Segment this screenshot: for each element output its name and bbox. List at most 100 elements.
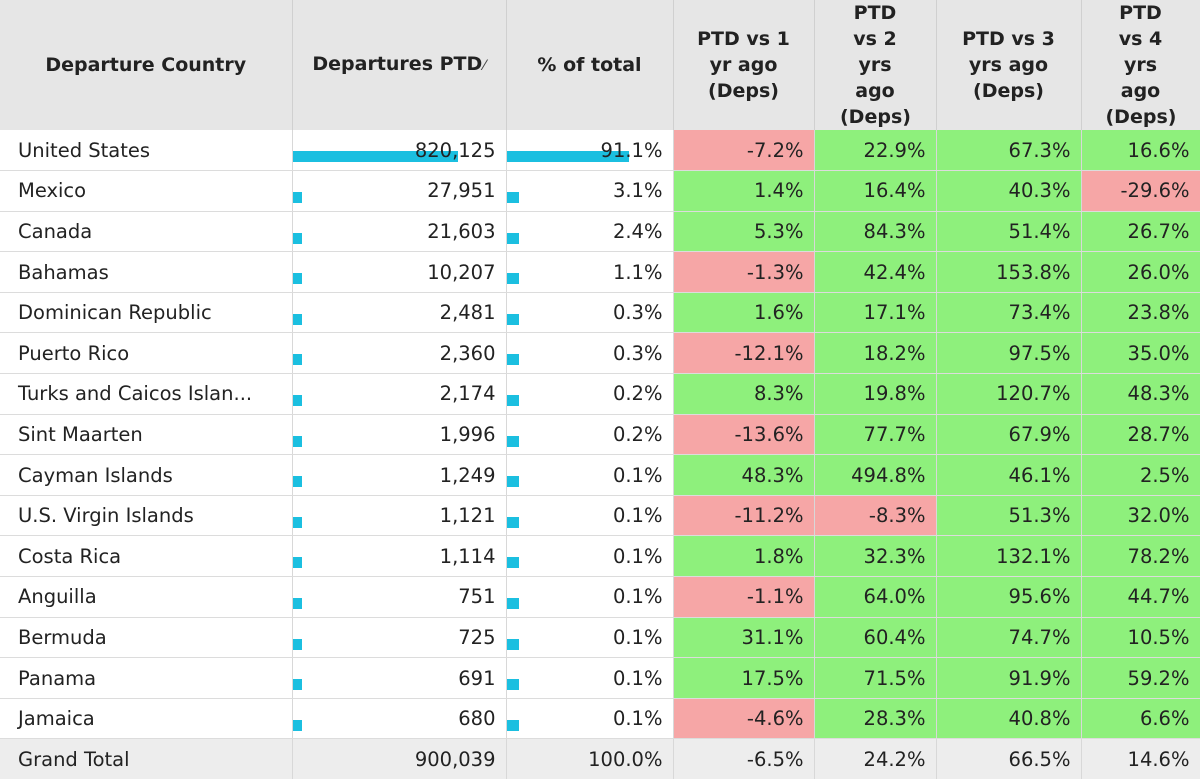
share-cell: 1.1%: [506, 251, 674, 293]
share-bar: [506, 476, 519, 488]
share-bar: [506, 638, 519, 650]
table-row[interactable]: United States 820,125 91.1% -7.2% 22.9% 67.3%…: [0, 130, 1200, 172]
departures-value: 2,360: [439, 341, 496, 365]
country-cell: Costa Rica: [0, 535, 293, 578]
share-bar: [506, 192, 519, 204]
vs2-cell: 60.4%: [814, 617, 937, 659]
share-cell: 3.1%: [506, 170, 674, 212]
column-header-vs4[interactable]: PTD vs 4 yrs ago (Deps): [1081, 0, 1200, 130]
column-header-vs3-label: PTD vs 3 yrs ago (Deps): [962, 28, 1055, 102]
sort-icon[interactable]: ⁄: [483, 58, 486, 74]
grand-total-departures: 900,039: [292, 738, 507, 779]
vs4-cell: 35.0%: [1081, 332, 1200, 375]
country-cell: Jamaica: [0, 698, 293, 740]
vs4-cell: 6.6%: [1081, 698, 1200, 740]
vs4-cell: 59.2%: [1081, 657, 1200, 699]
departures-bar: [292, 435, 302, 447]
country-cell: Panama: [0, 657, 293, 699]
vs2-cell: 42.4%: [814, 251, 937, 293]
departures-value: 1,249: [439, 463, 496, 487]
vs2-cell: 22.9%: [814, 130, 937, 172]
table-row[interactable]: Dominican Republic 2,481 0.3% 1.6% 17.1% 73.4…: [0, 292, 1200, 334]
vs3-cell: 67.3%: [936, 130, 1082, 172]
departures-bar: [292, 313, 302, 325]
table-row[interactable]: Mexico 27,951 3.1% 1.4% 16.4% 40.3% -29.6%: [0, 170, 1200, 212]
column-header-vs1[interactable]: PTD vs 1 yr ago (Deps): [673, 0, 815, 130]
departures-value: 21,603: [427, 219, 496, 243]
table-row[interactable]: Bermuda 725 0.1% 31.1% 60.4% 74.7% 10.5%: [0, 617, 1200, 659]
vs1-cell: -1.3%: [673, 251, 815, 293]
vs4-cell: 26.7%: [1081, 211, 1200, 253]
share-value: 0.3%: [612, 301, 663, 325]
table-row[interactable]: Panama 691 0.1% 17.5% 71.5% 91.9% 59.2%: [0, 657, 1200, 699]
table-row[interactable]: Canada 21,603 2.4% 5.3% 84.3% 51.4% 26.7%: [0, 211, 1200, 253]
share-value: 91.1%: [600, 138, 663, 162]
share-value: 0.2%: [612, 422, 663, 446]
country-cell: Bahamas: [0, 251, 293, 293]
vs3-cell: 153.8%: [936, 251, 1082, 293]
share-bar: [506, 395, 519, 407]
vs3-cell: 120.7%: [936, 373, 1082, 415]
departures-cell: 820,125: [292, 130, 507, 172]
table-row[interactable]: Puerto Rico 2,360 0.3% -12.1% 18.2% 97.5% 35.0…: [0, 332, 1200, 375]
vs1-cell: 1.6%: [673, 292, 815, 334]
share-bar: [506, 232, 519, 244]
share-value: 3.1%: [612, 179, 663, 203]
vs2-cell: 64.0%: [814, 576, 937, 618]
column-header-vs2[interactable]: PTD vs 2 yrs ago (Deps): [814, 0, 937, 130]
table-row[interactable]: Costa Rica 1,114 0.1% 1.8% 32.3% 132.1% 78.2%: [0, 535, 1200, 578]
share-value: 0.3%: [612, 341, 663, 365]
share-value: 0.2%: [612, 382, 663, 406]
country-cell: Bermuda: [0, 617, 293, 659]
table-row[interactable]: Anguilla 751 0.1% -1.1% 64.0% 95.6% 44.7%: [0, 576, 1200, 618]
share-cell: 0.3%: [506, 332, 674, 375]
vs3-cell: 51.3%: [936, 495, 1082, 537]
share-value: 0.1%: [612, 625, 663, 649]
column-header-share[interactable]: % of total: [506, 0, 674, 130]
share-cell: 0.1%: [506, 617, 674, 659]
departures-cell: 2,360: [292, 332, 507, 375]
departures-value: 751: [458, 585, 496, 609]
departures-cell: 751: [292, 576, 507, 618]
share-cell: 0.1%: [506, 657, 674, 699]
departures-value: 1,114: [439, 544, 496, 568]
share-cell: 0.1%: [506, 535, 674, 578]
country-cell: Mexico: [0, 170, 293, 212]
grand-total-vs3: 66.5%: [936, 738, 1082, 779]
share-cell: 2.4%: [506, 211, 674, 253]
vs1-cell: 5.3%: [673, 211, 815, 253]
departures-cell: 2,174: [292, 373, 507, 415]
vs4-cell: 10.5%: [1081, 617, 1200, 659]
departures-cell: 1,114: [292, 535, 507, 578]
vs2-cell: 17.1%: [814, 292, 937, 334]
departures-cell: 21,603: [292, 211, 507, 253]
vs4-cell: 28.7%: [1081, 414, 1200, 456]
vs2-cell: 32.3%: [814, 535, 937, 578]
vs4-cell: 16.6%: [1081, 130, 1200, 172]
vs2-cell: 19.8%: [814, 373, 937, 415]
country-cell: Turks and Caicos Islan...: [0, 373, 293, 415]
share-value: 0.1%: [612, 666, 663, 690]
table-row[interactable]: Turks and Caicos Islan... 2,174 0.2% 8.3% 19…: [0, 373, 1200, 415]
vs4-cell: 44.7%: [1081, 576, 1200, 618]
departures-cell: 2,481: [292, 292, 507, 334]
table-row[interactable]: Cayman Islands 1,249 0.1% 48.3% 494.8% 46.1% 2…: [0, 454, 1200, 496]
vs1-cell: 1.8%: [673, 535, 815, 578]
table-row[interactable]: Jamaica 680 0.1% -4.6% 28.3% 40.8% 6.6%: [0, 698, 1200, 740]
departures-value: 2,174: [439, 382, 496, 406]
share-cell: 0.1%: [506, 576, 674, 618]
column-header-vs3[interactable]: PTD vs 3 yrs ago (Deps): [936, 0, 1082, 130]
table-row[interactable]: Bahamas 10,207 1.1% -1.3% 42.4% 153.8% 26.0%: [0, 251, 1200, 293]
grand-total-share: 100.0%: [506, 738, 674, 779]
column-header-vs1-label: PTD vs 1 yr ago (Deps): [697, 28, 790, 102]
table-row[interactable]: Sint Maarten 1,996 0.2% -13.6% 77.7% 67.9% 28.…: [0, 414, 1200, 456]
table-row[interactable]: U.S. Virgin Islands 1,121 0.1% -11.2% -8.3% 5…: [0, 495, 1200, 537]
vs4-cell: 78.2%: [1081, 535, 1200, 578]
share-cell: 0.3%: [506, 292, 674, 334]
share-cell: 0.1%: [506, 495, 674, 537]
column-header-country[interactable]: Departure Country: [0, 0, 293, 130]
vs3-cell: 67.9%: [936, 414, 1082, 456]
column-header-departures[interactable]: Departures PTD⁄: [292, 0, 507, 130]
country-cell: United States: [0, 130, 293, 172]
